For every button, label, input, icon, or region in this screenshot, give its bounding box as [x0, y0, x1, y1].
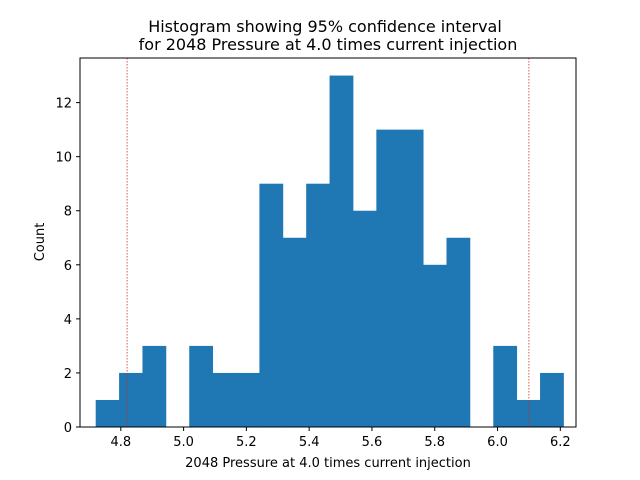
y-axis-ticks: 0 2 4 6 8 10 12 — [55, 97, 80, 436]
histogram-bars — [95, 75, 564, 428]
chart-subtitle: for 2048 Pressure at 4.0 times current i… — [139, 35, 518, 54]
y-tick-label: 6 — [64, 259, 72, 274]
y-tick-label: 10 — [55, 151, 72, 166]
histogram-bar — [399, 129, 424, 427]
x-tick-label: 5.2 — [236, 435, 257, 450]
confidence-interval-lines — [126, 58, 530, 427]
x-tick-label: 4.8 — [110, 435, 131, 450]
histogram-bar — [259, 183, 284, 427]
y-tick-label: 0 — [64, 421, 72, 436]
x-tick-label: 6.2 — [550, 435, 571, 450]
y-tick-label: 4 — [64, 313, 72, 328]
histogram-bar — [423, 264, 447, 427]
histogram-bar — [189, 345, 214, 427]
histogram-bar — [493, 345, 518, 427]
histogram-bar — [446, 237, 471, 427]
x-tick-label: 5.4 — [299, 435, 320, 450]
x-tick-label: 5.6 — [362, 435, 383, 450]
histogram-bar — [282, 237, 307, 427]
x-tick-label: 5.8 — [424, 435, 445, 450]
y-tick-label: 2 — [64, 367, 72, 382]
x-tick-label: 5.0 — [173, 435, 194, 450]
x-axis-ticks: 4.8 5.0 5.2 5.4 5.6 5.8 6.0 6.2 — [110, 427, 571, 450]
histogram-bar — [306, 183, 330, 427]
y-axis-label: Count — [33, 223, 48, 262]
histogram-bar — [376, 129, 401, 427]
plot-frame — [79, 57, 577, 428]
x-axis-label: 2048 Pressure at 4.0 times current injec… — [185, 456, 471, 471]
histogram-bar — [95, 399, 120, 427]
histogram-bar — [236, 372, 260, 427]
histogram-bar — [142, 345, 167, 427]
x-tick-label: 6.0 — [487, 435, 508, 450]
histogram-bar — [212, 372, 237, 427]
histogram-bar — [352, 210, 377, 427]
histogram-bar — [119, 372, 143, 427]
histogram-bar — [540, 372, 564, 427]
histogram-bar — [329, 75, 354, 428]
y-tick-label: 12 — [55, 97, 72, 112]
y-tick-label: 8 — [64, 205, 72, 220]
chart-title: Histogram showing 95% confidence interva… — [148, 17, 502, 36]
